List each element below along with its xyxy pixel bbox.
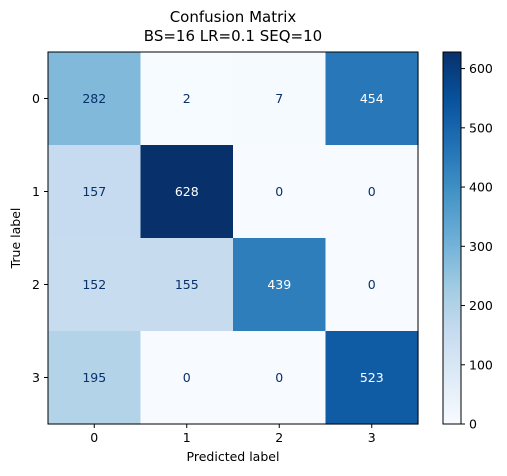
x-axis-label: Predicted label [187, 449, 280, 464]
plot-frame [47, 51, 419, 425]
colorbar [442, 51, 462, 425]
matrix-cell [140, 238, 234, 332]
matrix-cell [48, 238, 142, 332]
chart-title-line: BS=16 LR=0.1 SEQ=10 [144, 27, 322, 45]
x-tick-label: 0 [90, 430, 98, 445]
matrix-cell [233, 145, 327, 239]
cell-value-label: 155 [175, 277, 199, 292]
cell-value-label: 0 [368, 184, 376, 199]
cell-value-label: 0 [183, 370, 191, 385]
cell-value-label: 195 [82, 370, 106, 385]
colorbar-tick-label: 200 [469, 298, 493, 313]
cell-value-label: 152 [82, 277, 106, 292]
matrix-cell-labels: 282 2 7 454 157 628 0 0 152 155 439 0 195 0 0 523 [82, 91, 383, 385]
colorbar-ticks: 0 100 200 300 400 500 600 [461, 61, 493, 432]
matrix-cell [48, 52, 142, 146]
matrix-cell [48, 331, 142, 425]
matrix-cells [48, 52, 419, 425]
cell-value-label: 523 [360, 370, 384, 385]
cell-value-label: 0 [275, 184, 283, 199]
colorbar-tick-label: 600 [469, 61, 493, 76]
cell-value-label: 0 [275, 370, 283, 385]
matrix-cell [48, 145, 142, 239]
y-axis-label: True label [8, 208, 23, 270]
matrix-cell [140, 331, 234, 425]
matrix-cell [140, 52, 234, 146]
matrix-cell [233, 331, 327, 425]
matrix-cell [325, 331, 419, 425]
cell-value-label: 439 [267, 277, 291, 292]
y-tick-label: 3 [32, 370, 40, 385]
colorbar-tick-label: 400 [469, 180, 493, 195]
x-tick-label: 1 [183, 430, 191, 445]
cell-value-label: 454 [360, 91, 384, 106]
cell-value-label: 7 [275, 91, 283, 106]
x-tick-label: 2 [275, 430, 283, 445]
matrix-cell [140, 145, 234, 239]
matrix-cell [325, 238, 419, 332]
colorbar-tick-label: 0 [469, 417, 477, 432]
colorbar-tick-label: 500 [469, 120, 493, 135]
colorbar-tick-label: 100 [469, 357, 493, 372]
cell-value-label: 282 [82, 91, 106, 106]
x-axis-ticks: 0 1 2 3 [90, 424, 376, 445]
cell-value-label: 628 [175, 184, 199, 199]
colorbar-tick-label: 300 [469, 239, 493, 254]
cell-value-label: 0 [368, 277, 376, 292]
matrix-cell [325, 145, 419, 239]
x-tick-label: 3 [368, 430, 376, 445]
y-axis-ticks: 0 1 2 3 [32, 91, 48, 385]
matrix-cell [325, 52, 419, 146]
y-tick-label: 0 [32, 91, 40, 106]
cell-value-label: 2 [183, 91, 191, 106]
chart-title-line: Confusion Matrix [170, 8, 297, 26]
matrix-cell [233, 238, 327, 332]
matrix-cell [233, 52, 327, 146]
cell-value-label: 157 [82, 184, 106, 199]
y-tick-label: 2 [32, 277, 40, 292]
y-tick-label: 1 [32, 184, 40, 199]
